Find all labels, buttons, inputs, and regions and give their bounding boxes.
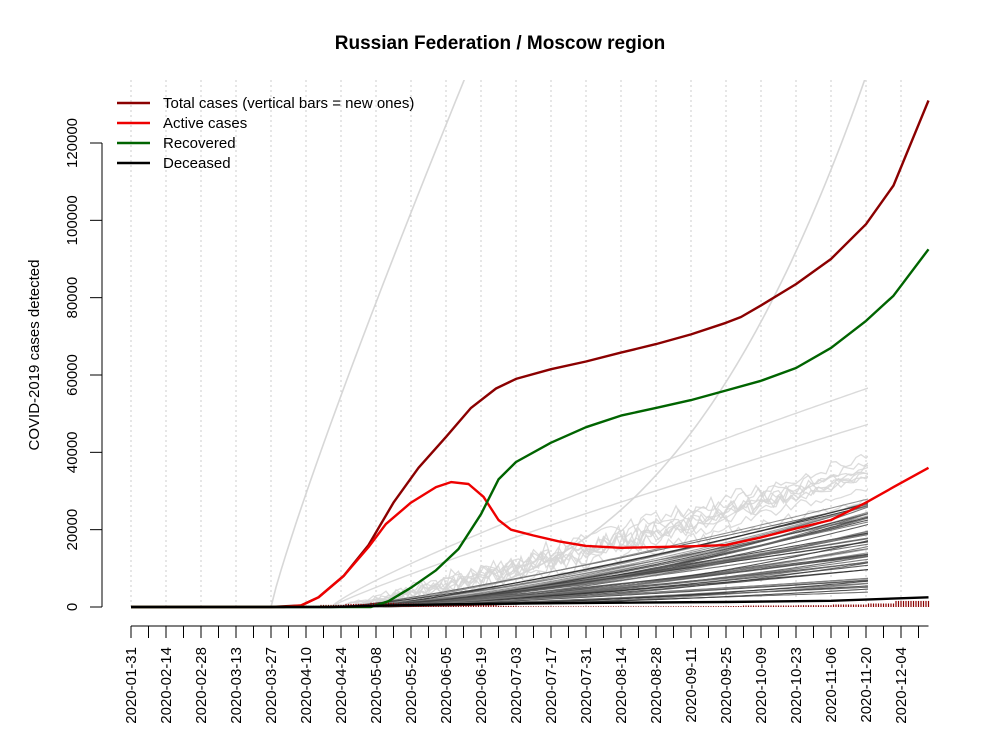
series-line-1 (131, 466, 930, 609)
y-tick-label: 40000 (64, 431, 81, 473)
x-tick-label: 2020-08-28 (648, 647, 665, 724)
legend-label: Deceased (163, 155, 231, 172)
x-tick-label: 2020-01-31 (123, 647, 140, 724)
x-tick-label: 2020-11-06 (823, 647, 840, 723)
x-tick-label: 2020-12-04 (893, 647, 910, 724)
y-axis: 0 20000 40000 60000 80000 100000 120000 (64, 118, 103, 611)
y-axis-label: COVID-2019 cases detected (26, 260, 43, 451)
context-line (270, 80, 466, 608)
y-tick-label: 100000 (64, 195, 81, 245)
context-line (333, 502, 868, 608)
y-tick-label: 60000 (64, 354, 81, 396)
x-tick-label: 2020-02-14 (158, 647, 175, 724)
y-tick-label: 0 (64, 603, 81, 611)
x-tick-label: 2020-07-17 (543, 647, 560, 724)
legend-label: Total cases (vertical bars = new ones) (163, 95, 414, 112)
context-line (361, 588, 868, 608)
y-tick-label: 20000 (64, 509, 81, 551)
legend-label: Recovered (163, 135, 236, 152)
x-tick-label: 2020-04-24 (333, 647, 350, 724)
context-line (355, 498, 868, 608)
x-tick-label: 2020-05-22 (403, 647, 420, 724)
chart-title: Russian Federation / Moscow region (335, 33, 665, 54)
x-tick-label: 2020-02-28 (193, 647, 210, 724)
x-tick-label: 2020-09-11 (683, 647, 700, 723)
x-tick-label: 2020-07-03 (508, 647, 525, 724)
context-line (355, 513, 868, 608)
context-line (365, 505, 868, 608)
x-tick-label: 2020-11-20 (858, 647, 875, 723)
context-line (373, 530, 868, 608)
context-line (348, 505, 868, 608)
series-line-3 (131, 596, 929, 609)
x-tick-label: 2020-03-27 (263, 647, 280, 724)
series-line-2 (131, 248, 930, 609)
context-line (330, 423, 868, 608)
x-tick-label: 2020-03-13 (228, 647, 245, 724)
x-tick-label: 2020-06-19 (473, 647, 490, 724)
x-tick-label: 2020-07-31 (578, 647, 595, 724)
context-line (360, 475, 868, 608)
x-tick-label: 2020-10-09 (753, 647, 770, 724)
y-tick-label: 120000 (64, 118, 81, 168)
x-tick-label: 2020-10-23 (788, 647, 805, 724)
x-tick-label: 2020-05-08 (368, 647, 385, 724)
context-line (330, 523, 868, 608)
context-lines (270, 80, 868, 608)
context-line (355, 545, 868, 608)
legend: Total cases (vertical bars = new ones) Ac… (117, 95, 414, 172)
x-tick-label: 2020-06-05 (438, 647, 455, 724)
y-tick-label: 80000 (64, 277, 81, 319)
x-tick-label: 2020-09-25 (718, 647, 735, 724)
context-line (358, 466, 868, 608)
x-axis: 2020-01-31 2020-02-14 2020-02-28 2020-03-13… (123, 625, 929, 724)
context-line (340, 453, 868, 608)
context-line (330, 387, 868, 608)
x-tick-label: 2020-08-14 (613, 647, 630, 724)
x-tick-label: 2020-04-10 (298, 647, 315, 724)
series-lines (131, 100, 930, 609)
legend-label: Active cases (163, 115, 247, 132)
